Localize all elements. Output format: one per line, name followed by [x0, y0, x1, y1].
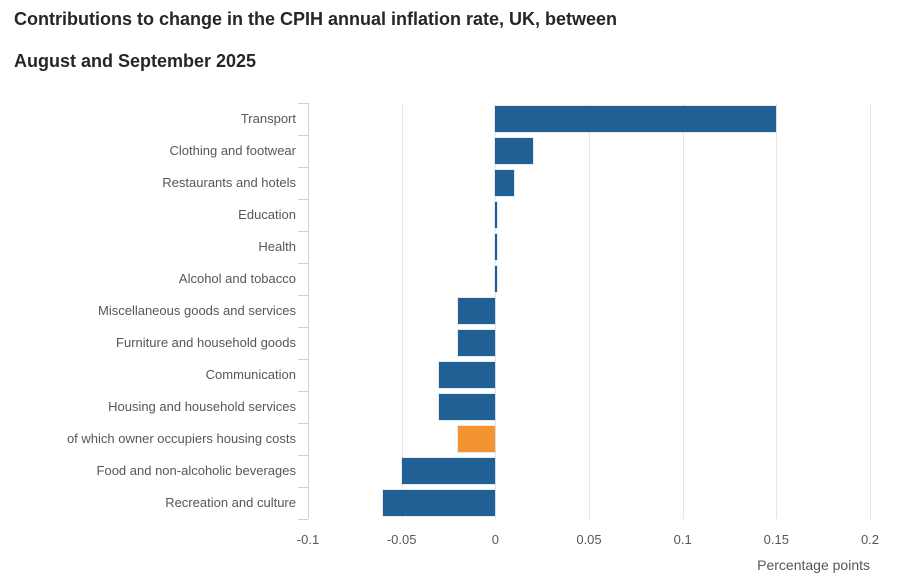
y-axis-tick: [298, 327, 308, 328]
y-axis-tick: [298, 423, 308, 424]
x-tick-label--0-1: -0.1: [296, 532, 320, 547]
bar-communication[interactable]: [439, 362, 496, 388]
bar-furniture-and-household-goods[interactable]: [457, 330, 496, 356]
gridline: [495, 103, 497, 519]
category-label-housing-and-household-services: Housing and household services: [108, 399, 296, 414]
y-axis-tick: [298, 231, 308, 232]
bar-education[interactable]: [495, 202, 498, 228]
gridline: [682, 103, 684, 519]
y-axis-tick: [298, 135, 308, 136]
y-axis-tick: [298, 263, 308, 264]
bar-of-which-owner-occupiers-housing-costs[interactable]: [457, 426, 496, 452]
bar-housing-and-household-services[interactable]: [439, 394, 496, 420]
bar-miscellaneous-goods-and-services[interactable]: [457, 298, 496, 324]
bar-transport[interactable]: [495, 106, 777, 132]
x-tick-label-0: 0: [491, 532, 499, 547]
y-axis-line: [308, 103, 309, 519]
gridline: [776, 103, 778, 519]
category-label-recreation-and-culture: Recreation and culture: [165, 495, 296, 510]
x-tick-label-0-2: 0.2: [860, 532, 880, 547]
y-axis-tick: [298, 359, 308, 360]
bar-clothing-and-footwear[interactable]: [495, 138, 533, 164]
bar-health[interactable]: [495, 234, 498, 260]
x-axis-title: Percentage points: [757, 557, 870, 573]
y-axis-tick: [298, 487, 308, 488]
y-axis-tick: [298, 519, 308, 520]
x-tick-label-0-1: 0.1: [673, 532, 692, 547]
gridline: [870, 103, 871, 519]
category-label-alcohol-and-tobacco: Alcohol and tobacco: [178, 271, 296, 286]
chart-title-line1: Contributions to change in the CPIH annu…: [14, 9, 618, 29]
category-label-restaurants-and-hotels: Restaurants and hotels: [162, 175, 296, 190]
category-label-clothing-and-footwear: Clothing and footwear: [169, 143, 296, 158]
x-tick-label-0-15: 0.15: [763, 532, 789, 547]
y-axis-tick: [298, 391, 308, 392]
category-label-health: Health: [258, 239, 296, 254]
category-label-of-which-owner-occupiers-housing-costs: of which owner occupiers housing costs: [66, 431, 296, 446]
gridline: [401, 103, 403, 519]
y-axis-tick: [298, 199, 308, 200]
bar-alcohol-and-tobacco[interactable]: [495, 266, 498, 292]
chart-title-line2: August and September 2025: [14, 51, 257, 71]
category-label-furniture-and-household-goods: Furniture and household goods: [116, 335, 296, 350]
x-tick-label--0-05: -0.05: [386, 532, 417, 547]
category-label-miscellaneous-goods-and-services: Miscellaneous goods and services: [98, 303, 296, 318]
x-tick-label-0-05: 0.05: [576, 532, 602, 547]
y-axis-tick: [298, 103, 308, 104]
bar-restaurants-and-hotels[interactable]: [495, 170, 515, 196]
category-label-education: Education: [238, 207, 296, 222]
bar-recreation-and-culture[interactable]: [382, 490, 496, 516]
bar-food-and-non-alcoholic-beverages[interactable]: [401, 458, 496, 484]
category-label-transport: Transport: [240, 111, 296, 126]
category-label-food-and-non-alcoholic-beverages: Food and non-alcoholic beverages: [96, 463, 296, 478]
y-axis-tick: [298, 295, 308, 296]
y-axis-tick: [298, 455, 308, 456]
y-axis-tick: [298, 167, 308, 168]
category-label-communication: Communication: [205, 367, 296, 382]
gridline: [589, 103, 590, 519]
